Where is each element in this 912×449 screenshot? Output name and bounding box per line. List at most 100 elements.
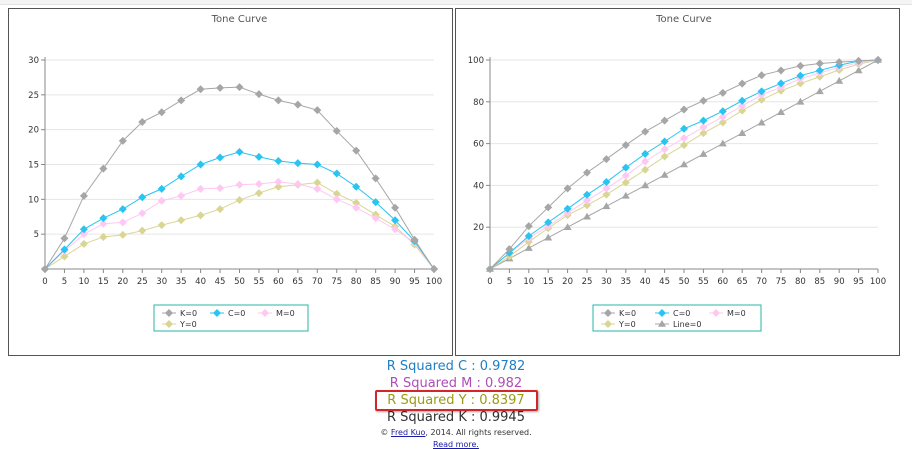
data-point bbox=[391, 203, 400, 212]
y-tick-label: 25 bbox=[28, 91, 39, 101]
data-point bbox=[332, 195, 341, 204]
data-point bbox=[274, 182, 283, 191]
data-point bbox=[274, 96, 283, 105]
data-point bbox=[313, 178, 322, 187]
data-point bbox=[79, 230, 88, 239]
data-point bbox=[544, 218, 553, 227]
data-point bbox=[138, 193, 147, 202]
x-tick-label: 75 bbox=[331, 277, 342, 287]
data-point bbox=[157, 108, 166, 117]
x-tick-label: 50 bbox=[234, 277, 245, 287]
y-tick-label: 40 bbox=[473, 181, 484, 191]
data-point bbox=[216, 205, 225, 214]
x-tick-label: 5 bbox=[62, 277, 67, 287]
data-point bbox=[738, 96, 747, 105]
data-point bbox=[874, 56, 882, 64]
data-point bbox=[216, 83, 225, 92]
data-point bbox=[835, 58, 844, 67]
chart-title: Tone Curve bbox=[211, 14, 268, 25]
data-point bbox=[118, 136, 127, 145]
data-point bbox=[738, 79, 747, 88]
x-tick-label: 30 bbox=[156, 277, 167, 287]
x-tick-label: 0 bbox=[487, 277, 492, 287]
data-point bbox=[621, 141, 630, 150]
data-point bbox=[313, 184, 322, 193]
data-point bbox=[680, 134, 688, 143]
series-c-0 bbox=[41, 147, 438, 273]
x-tick-label: 60 bbox=[273, 277, 284, 287]
data-point bbox=[854, 66, 863, 74]
data-point bbox=[216, 153, 225, 162]
highlight-box bbox=[375, 390, 538, 411]
x-tick-label: 30 bbox=[601, 277, 612, 287]
data-point bbox=[738, 101, 747, 110]
data-point bbox=[680, 160, 688, 168]
data-point bbox=[235, 147, 244, 156]
data-point bbox=[641, 181, 650, 189]
data-point bbox=[118, 218, 127, 227]
legend-swatch-marker bbox=[712, 309, 720, 317]
x-tick-label: 55 bbox=[698, 277, 709, 287]
data-point bbox=[410, 235, 419, 244]
data-point bbox=[718, 88, 727, 97]
data-point bbox=[235, 83, 244, 92]
data-point bbox=[352, 146, 361, 155]
data-point bbox=[583, 196, 591, 205]
data-point bbox=[757, 71, 766, 80]
data-point bbox=[254, 189, 263, 198]
data-point bbox=[524, 222, 533, 231]
data-point bbox=[274, 157, 283, 166]
data-point bbox=[157, 196, 166, 205]
legend-swatch-marker bbox=[165, 320, 173, 328]
x-tick-label: 95 bbox=[409, 277, 420, 287]
read-more-link[interactable]: Read more. bbox=[433, 440, 479, 449]
legend-label: M=0 bbox=[276, 309, 295, 318]
data-point bbox=[371, 198, 380, 207]
copyright-line: © Fred Kuo, 2014. All rights reserved. bbox=[0, 428, 912, 437]
data-point bbox=[796, 71, 805, 80]
data-point bbox=[79, 239, 88, 248]
data-point bbox=[699, 150, 708, 157]
data-point bbox=[641, 149, 650, 158]
data-point bbox=[777, 66, 785, 75]
rights-text: , 2014. All rights reserved. bbox=[425, 428, 532, 437]
data-point bbox=[524, 244, 533, 251]
data-point bbox=[293, 180, 302, 189]
y-tick-label: 60 bbox=[473, 140, 484, 150]
legend-swatch-marker bbox=[658, 309, 666, 317]
x-tick-label: 90 bbox=[834, 277, 845, 287]
author-link[interactable]: Fred Kuo bbox=[390, 428, 426, 437]
data-point bbox=[621, 171, 630, 180]
data-point bbox=[254, 152, 263, 161]
data-point bbox=[660, 116, 669, 125]
data-point bbox=[293, 100, 302, 109]
x-tick-label: 25 bbox=[582, 277, 593, 287]
data-point bbox=[699, 116, 708, 125]
x-tick-label: 45 bbox=[215, 277, 226, 287]
data-point bbox=[660, 152, 669, 161]
data-point bbox=[430, 265, 438, 273]
data-point bbox=[815, 66, 824, 75]
data-point bbox=[274, 177, 283, 186]
r-squared-k: R Squared K : 0.9945 bbox=[387, 410, 525, 425]
x-tick-label: 85 bbox=[370, 277, 381, 287]
data-point bbox=[99, 219, 108, 228]
data-point bbox=[621, 191, 630, 199]
data-point bbox=[718, 118, 727, 127]
data-point bbox=[757, 87, 766, 96]
data-point bbox=[796, 61, 805, 70]
data-point bbox=[718, 107, 727, 116]
y-tick-label: 100 bbox=[468, 56, 484, 66]
data-point bbox=[641, 157, 650, 166]
legend-label: C=0 bbox=[228, 309, 245, 318]
data-point bbox=[699, 129, 708, 138]
x-tick-label: 65 bbox=[292, 277, 303, 287]
legend-swatch-marker bbox=[261, 309, 269, 317]
series-k-0 bbox=[41, 83, 438, 273]
y-tick-label: 5 bbox=[34, 230, 39, 240]
r-squared-m: R Squared M : 0.982 bbox=[389, 376, 523, 391]
data-point bbox=[699, 96, 708, 105]
data-point bbox=[138, 209, 147, 218]
data-point bbox=[660, 145, 669, 154]
x-tick-label: 0 bbox=[42, 277, 47, 287]
